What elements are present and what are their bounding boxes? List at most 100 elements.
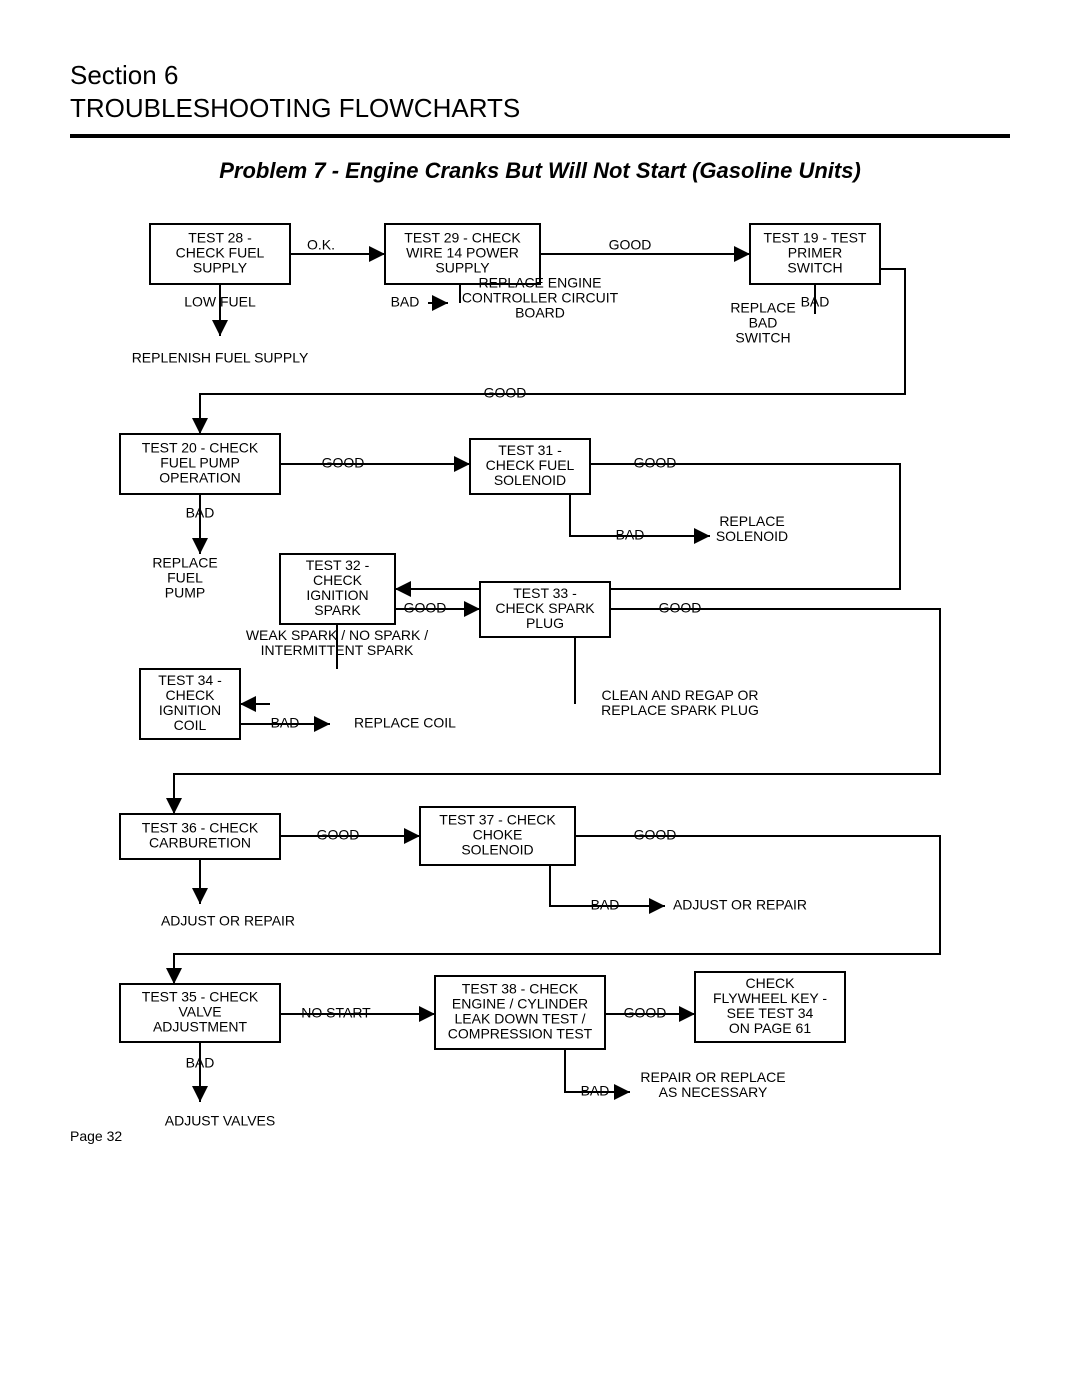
arrow-head (212, 320, 228, 336)
edge-label: REPAIR OR REPLACE (640, 1069, 785, 1085)
arrow-head (240, 696, 256, 712)
arrow-head (369, 246, 385, 262)
node-label: IGNITION (306, 587, 368, 603)
edge-label: REPLACE (152, 555, 217, 571)
arrow-head (649, 898, 665, 914)
node-label: SUPPLY (435, 260, 490, 276)
arrow-head (464, 601, 480, 617)
edge-label: BAD (186, 505, 215, 521)
edge-label: REPLENISH FUEL SUPPLY (132, 350, 309, 366)
edge-label: SOLENOID (716, 528, 788, 544)
edge-label: GOOD (317, 827, 360, 843)
edge-label: BAD (749, 315, 778, 331)
node-label: TEST 20 - CHECK (142, 440, 259, 456)
node-label: PLUG (526, 615, 564, 631)
node-label: CHECK FUEL (176, 245, 265, 261)
edge-label: FUEL (167, 570, 203, 586)
node-label: ON PAGE 61 (729, 1020, 811, 1036)
edge-label: NO START (301, 1005, 371, 1021)
edge-label: CONTROLLER CIRCUIT (462, 290, 619, 306)
node-label: CHOKE (473, 827, 523, 843)
arrow-head (192, 538, 208, 554)
arrow-head (395, 581, 411, 597)
arrow-head (432, 295, 448, 311)
node-label: SOLENOID (494, 472, 566, 488)
section-heading: TROUBLESHOOTING FLOWCHARTS (70, 93, 1010, 124)
edge-label: BAD (391, 294, 420, 310)
edge-label: PUMP (165, 585, 205, 601)
node-label: CHECK (745, 975, 795, 991)
node-label: SOLENOID (461, 842, 533, 858)
node-label: CHECK SPARK (495, 600, 595, 616)
hr (70, 134, 1010, 138)
edge-label: REPLACE (730, 300, 795, 316)
node-label: PRIMER (788, 245, 842, 261)
node-label: SPARK (314, 602, 361, 618)
arrow-head (614, 1084, 630, 1100)
node-label: TEST 29 - CHECK (404, 230, 521, 246)
node-label: WIRE 14 POWER (406, 245, 519, 261)
edge-label: BAD (186, 1055, 215, 1071)
arrow-head (694, 528, 710, 544)
arrow-head (734, 246, 750, 262)
node-label: COMPRESSION TEST (448, 1026, 593, 1042)
edge-label: REPLACE COIL (354, 715, 456, 731)
node-label: COIL (174, 717, 207, 733)
edge-label: BAD (271, 715, 300, 731)
node-label: CHECK (313, 572, 363, 588)
arrow-head (404, 828, 420, 844)
node-label: SEE TEST 34 (727, 1005, 814, 1021)
node-label: SWITCH (787, 260, 842, 276)
edge-label: BAD (801, 294, 830, 310)
node-label: FUEL PUMP (160, 455, 240, 471)
node-label: IGNITION (159, 702, 221, 718)
flowchart: TEST 28 -CHECK FUELSUPPLYTEST 29 - CHECK… (70, 214, 1010, 1144)
node-label: TEST 34 - (158, 672, 222, 688)
edge-label: BOARD (515, 305, 565, 321)
edge-label: ADJUST OR REPAIR (161, 913, 295, 929)
node-label: TEST 31 - (498, 442, 562, 458)
edge-label: BAD (591, 897, 620, 913)
arrow-head (679, 1006, 695, 1022)
edge-label: ADJUST OR REPAIR (673, 897, 807, 913)
node-label: TEST 36 - CHECK (142, 820, 259, 836)
node-label: TEST 28 - (188, 230, 252, 246)
edge-label: GOOD (322, 455, 365, 471)
node-label: FLYWHEEL KEY - (713, 990, 827, 1006)
arrow-head (192, 1086, 208, 1102)
node-label: VALVE (178, 1004, 221, 1020)
edge-label: REPLACE SPARK PLUG (601, 702, 759, 718)
edge-label: GOOD (609, 237, 652, 253)
node-label: TEST 35 - CHECK (142, 989, 259, 1005)
node-label: TEST 32 - (306, 557, 370, 573)
edge-label: GOOD (634, 827, 677, 843)
edge-label: REPLACE ENGINE (479, 275, 602, 291)
edge-label: GOOD (634, 455, 677, 471)
node-label: TEST 38 - CHECK (462, 981, 579, 997)
arrow-head (419, 1006, 435, 1022)
node-label: CHECK FUEL (486, 457, 575, 473)
node-label: CHECK (165, 687, 215, 703)
edge-label: BAD (616, 527, 645, 543)
node-label: TEST 33 - (513, 585, 577, 601)
edge-label: BAD (581, 1083, 610, 1099)
arrow-head (454, 456, 470, 472)
arrow-head (314, 716, 330, 732)
edge-label: REPLACE (719, 513, 784, 529)
edge-label: WEAK SPARK / NO SPARK / (246, 627, 428, 643)
arrow-head (192, 888, 208, 904)
arrow-head (166, 798, 182, 814)
node-label: ADJUSTMENT (153, 1019, 248, 1035)
edge-label: GOOD (404, 600, 447, 616)
edge-label: INTERMITTENT SPARK (261, 642, 414, 658)
problem-title: Problem 7 - Engine Cranks But Will Not S… (70, 158, 1010, 184)
node-label: TEST 37 - CHECK (439, 812, 556, 828)
edge-label: GOOD (484, 385, 527, 401)
edge-label: GOOD (624, 1005, 667, 1021)
node-label: LEAK DOWN TEST / (455, 1011, 586, 1027)
edge-label: CLEAN AND REGAP OR (602, 687, 759, 703)
node-label: TEST 19 - TEST (764, 230, 867, 246)
node-label: ENGINE / CYLINDER (452, 996, 588, 1012)
node-label: CARBURETION (149, 835, 251, 851)
arrow-head (192, 418, 208, 434)
